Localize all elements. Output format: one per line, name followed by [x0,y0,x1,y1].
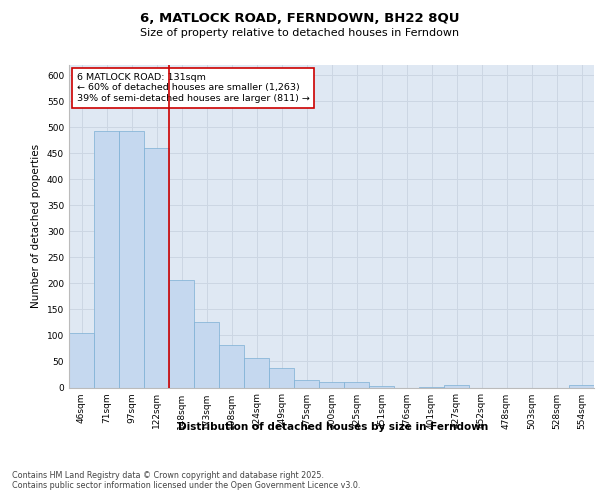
Bar [144,148,169,388]
Bar [569,385,594,388]
Bar [294,380,319,388]
Bar [369,386,394,388]
Bar [444,385,469,388]
Text: Distribution of detached houses by size in Ferndown: Distribution of detached houses by size … [178,422,488,432]
Bar [269,368,294,388]
Bar [244,358,269,388]
Bar [319,382,344,388]
Bar [169,280,194,388]
Text: Size of property relative to detached houses in Ferndown: Size of property relative to detached ho… [140,28,460,38]
Text: Contains HM Land Registry data © Crown copyright and database right 2025.
Contai: Contains HM Land Registry data © Crown c… [12,470,361,490]
Bar [219,345,244,388]
Text: 6, MATLOCK ROAD, FERNDOWN, BH22 8QU: 6, MATLOCK ROAD, FERNDOWN, BH22 8QU [140,12,460,26]
Text: 6 MATLOCK ROAD: 131sqm
← 60% of detached houses are smaller (1,263)
39% of semi-: 6 MATLOCK ROAD: 131sqm ← 60% of detached… [77,73,310,103]
Bar [194,322,219,388]
Bar [419,387,444,388]
Y-axis label: Number of detached properties: Number of detached properties [31,144,41,308]
Bar [69,333,94,388]
Bar [344,382,369,388]
Bar [94,131,119,388]
Bar [119,131,144,388]
